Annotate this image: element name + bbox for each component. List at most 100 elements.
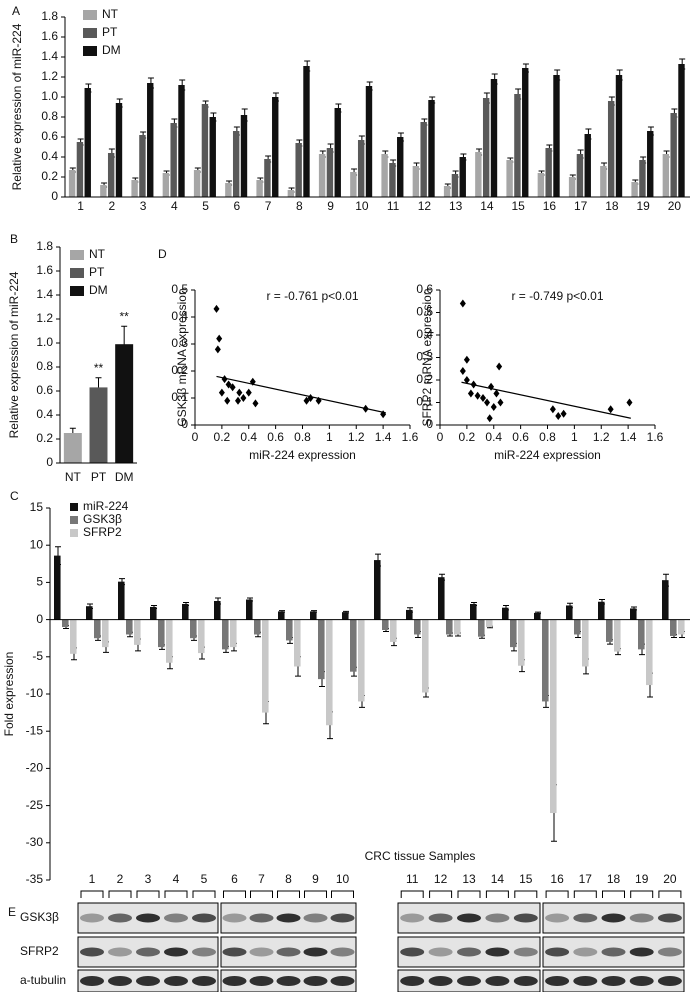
bar	[190, 619, 197, 639]
bar	[115, 103, 123, 197]
point	[555, 412, 562, 420]
y-tick-label: 0.5	[416, 305, 433, 319]
bar	[518, 619, 525, 666]
y-tick-label: 0.1	[171, 390, 188, 404]
blot-band	[400, 976, 425, 986]
y-axis-label: Relative expression of miR-224	[10, 23, 24, 190]
bar	[568, 177, 576, 197]
y-tick-label: 0.2	[41, 169, 58, 183]
lane-label: 1	[89, 872, 96, 886]
blot-band	[545, 947, 570, 957]
blot-band	[164, 976, 188, 986]
x-tick-label: 0.6	[267, 430, 284, 444]
y-tick-label: -35	[26, 872, 44, 886]
bar	[264, 159, 271, 197]
lane-label: 8	[285, 872, 292, 886]
bar	[262, 619, 269, 713]
blot-band	[303, 913, 328, 923]
legend-swatch	[83, 46, 97, 56]
point	[214, 345, 221, 354]
lane-bracket	[108, 890, 132, 898]
x-tick-label: PT	[91, 470, 107, 484]
legend-label: NT	[89, 247, 106, 261]
row-label: GSK3β	[20, 910, 59, 924]
x-tick-label: 1.6	[647, 430, 664, 444]
lane-bracket	[573, 890, 597, 898]
point	[480, 394, 486, 402]
bar	[150, 606, 157, 620]
x-tick-label: 7	[265, 199, 272, 213]
bar	[326, 148, 334, 197]
x-tick-label: 2	[109, 199, 116, 213]
bar	[490, 79, 498, 197]
bar	[454, 619, 461, 635]
blot-band	[657, 976, 682, 986]
y-tick-label: 0	[36, 612, 43, 626]
bar	[310, 611, 317, 620]
bar	[246, 599, 253, 620]
bar	[406, 609, 413, 620]
point	[235, 396, 241, 405]
bar	[607, 101, 615, 197]
bar	[198, 619, 205, 654]
blot-band	[428, 976, 453, 986]
x-tick-label: 14	[480, 199, 494, 213]
blot-band	[108, 947, 132, 957]
bar	[84, 88, 91, 197]
bar	[357, 140, 365, 197]
point	[249, 377, 256, 386]
point	[229, 383, 236, 392]
bar	[230, 619, 237, 648]
point	[380, 410, 387, 419]
point	[463, 376, 470, 384]
bar	[201, 104, 209, 197]
y-tick-label: 1.4	[41, 49, 58, 63]
point	[474, 391, 481, 400]
lane-bracket	[164, 890, 188, 898]
point	[607, 405, 614, 414]
bar	[131, 180, 138, 197]
bar	[178, 85, 185, 197]
bar	[170, 123, 177, 197]
bar	[318, 619, 325, 680]
lane-label: 10	[336, 872, 350, 886]
bar	[514, 94, 521, 197]
x-axis-label: CRC tissue Samples	[365, 849, 476, 863]
blot-band	[428, 913, 453, 923]
bar	[582, 619, 589, 667]
blot-band	[80, 913, 104, 923]
y-axis-label: Relative expression of miR-224	[7, 271, 21, 438]
y-tick-label: -5	[32, 649, 43, 663]
bar	[486, 619, 493, 628]
point	[303, 396, 310, 405]
blot-band	[485, 976, 510, 986]
bar	[584, 134, 591, 197]
bar	[598, 601, 605, 620]
lane-label: 19	[635, 872, 649, 886]
blot-band	[330, 913, 355, 923]
panel-letter: B	[10, 232, 18, 246]
bar	[278, 611, 285, 620]
legend-label: DM	[102, 43, 121, 57]
lane-label: 14	[491, 872, 505, 886]
lane-label: 5	[201, 872, 208, 886]
point	[463, 355, 470, 364]
legend-swatch	[70, 516, 78, 524]
lane-label: 2	[117, 872, 124, 886]
y-tick-label: 0.1	[416, 395, 433, 409]
blot-band	[192, 913, 216, 923]
bar	[126, 619, 133, 635]
point	[497, 398, 504, 407]
blot-band	[276, 976, 301, 986]
blot-band	[428, 947, 453, 957]
bar	[326, 619, 333, 726]
x-tick-label: 1	[326, 430, 333, 444]
legend-swatch	[83, 10, 97, 20]
bar	[615, 75, 623, 197]
bar	[428, 100, 435, 197]
y-axis-label: GSK3β mRNA expression	[175, 288, 189, 426]
bar	[287, 190, 295, 197]
bar	[166, 619, 173, 663]
y-tick-label: 0.8	[41, 109, 58, 123]
